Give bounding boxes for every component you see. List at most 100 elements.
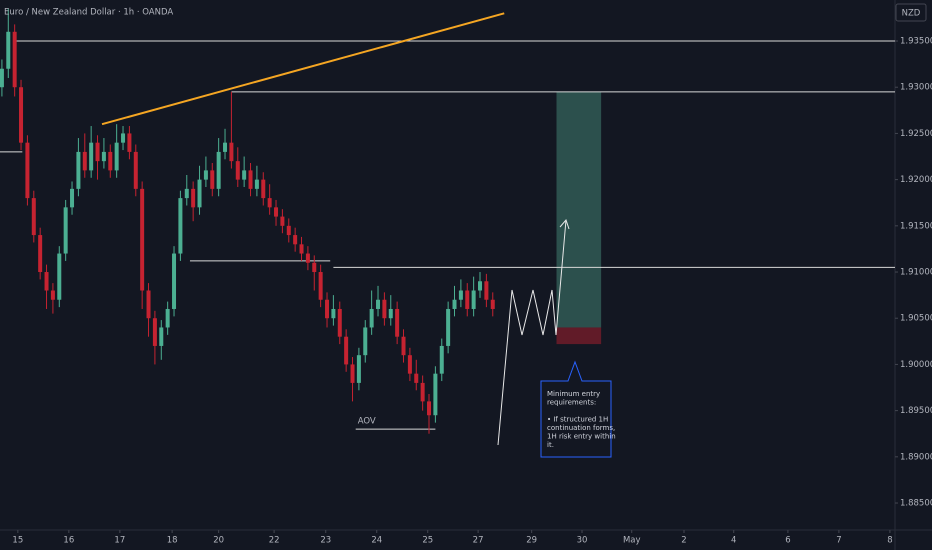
x-tick-label: 2: [681, 536, 686, 546]
candle-body: [382, 299, 387, 319]
candle-body: [325, 299, 330, 319]
candle-body: [350, 364, 355, 383]
candle-body: [121, 133, 126, 143]
candle-body: [12, 31, 17, 88]
symbol-title: Euro / New Zealand Dollar · 1h · OANDA: [4, 8, 173, 18]
x-tick-label: 8: [887, 536, 892, 546]
x-tick-label: 17: [114, 536, 125, 546]
note-text: continuation forms,: [547, 424, 615, 432]
candle-body: [305, 253, 310, 263]
candle-body: [31, 198, 36, 236]
candle-body: [356, 355, 361, 383]
candle-body: [363, 327, 368, 356]
candle-body: [159, 327, 164, 346]
candle-body: [376, 299, 381, 309]
y-tick-label: 1.89000: [900, 452, 932, 462]
candle-body: [420, 382, 425, 402]
candle-body: [414, 373, 419, 383]
x-tick-label: 15: [12, 536, 23, 546]
x-tick-label: 29: [526, 536, 537, 546]
candle-body: [331, 308, 336, 319]
candle-body: [267, 198, 272, 208]
candle-body: [407, 355, 412, 374]
candle-body: [216, 151, 221, 189]
candle-body: [197, 179, 202, 208]
candle-body: [63, 207, 68, 254]
x-tick-label: 20: [213, 536, 224, 546]
annotation: AOV: [358, 417, 376, 427]
candle-body: [191, 188, 196, 208]
candle-body: [57, 253, 62, 300]
candle-body: [25, 142, 30, 199]
candle-body: [388, 308, 393, 319]
candle-body: [293, 235, 298, 245]
candle-body: [165, 308, 170, 328]
candle-body: [254, 179, 259, 189]
trend-line: [101, 12, 505, 126]
candle-body: [395, 308, 400, 337]
candle-body: [299, 244, 304, 254]
plot: [0, 8, 895, 434]
candle-body: [369, 308, 374, 328]
candle-body: [274, 207, 279, 217]
candle-body: [471, 290, 476, 309]
candle-body: [439, 345, 444, 374]
y-tick-label: 1.91000: [900, 268, 932, 278]
candle-body: [50, 290, 55, 300]
candle-body: [140, 188, 145, 291]
candle-body: [89, 142, 94, 171]
projection-arrow: [559, 219, 570, 230]
candle-body: [114, 142, 119, 171]
candle-body: [133, 151, 138, 189]
candle-body: [433, 373, 438, 416]
candle-body: [19, 87, 24, 143]
candle-body: [70, 188, 75, 208]
x-tick-label: 30: [577, 536, 588, 546]
target-zone: [556, 91, 602, 328]
candle-body: [0, 68, 4, 88]
candle-body: [203, 170, 208, 180]
candle-body: [248, 170, 253, 189]
x-tick-label: 23: [320, 536, 331, 546]
candle-body: [127, 133, 132, 152]
candle-body: [446, 308, 451, 346]
candle-body: [82, 151, 87, 171]
note-text: Minimum entry: [547, 390, 600, 398]
currency-label: NZD: [902, 9, 921, 19]
x-tick-label: 24: [371, 536, 382, 546]
y-tick-label: 1.88500: [900, 499, 932, 509]
projection-path: [497, 219, 567, 446]
currency-badge: [895, 3, 927, 22]
candle-body: [312, 262, 317, 273]
candle-body: [44, 272, 49, 291]
candle-body: [76, 151, 81, 189]
y-tick-label: 1.92000: [900, 175, 932, 185]
candle-body: [484, 281, 489, 300]
stop-zone: [556, 327, 602, 345]
x-tick-label: 25: [422, 536, 433, 546]
candle-body: [452, 299, 457, 309]
y-tick-label: 1.90000: [900, 360, 932, 370]
y-tick-label: 1.92500: [900, 129, 932, 139]
y-tick-label: 1.93500: [900, 37, 932, 47]
candle-body: [478, 281, 483, 291]
x-tick-label: 7: [836, 536, 841, 546]
candle-body: [184, 188, 189, 199]
y-tick-label: 1.93000: [900, 83, 932, 93]
candle-body: [172, 253, 177, 309]
candle-body: [38, 235, 43, 273]
candle-body: [261, 179, 266, 199]
note-text: 1H risk entry within: [547, 433, 616, 441]
note-text: • If structured 1H: [547, 416, 608, 424]
candle-body: [235, 161, 240, 180]
note-box: [540, 360, 612, 458]
x-tick-label: 22: [269, 536, 280, 546]
candle-body: [344, 336, 349, 365]
candle-body: [280, 216, 285, 226]
candle-body: [223, 142, 228, 152]
x-tick-label: 27: [473, 536, 484, 546]
y-tick-label: 1.90500: [900, 314, 932, 324]
candle-body: [178, 198, 183, 254]
